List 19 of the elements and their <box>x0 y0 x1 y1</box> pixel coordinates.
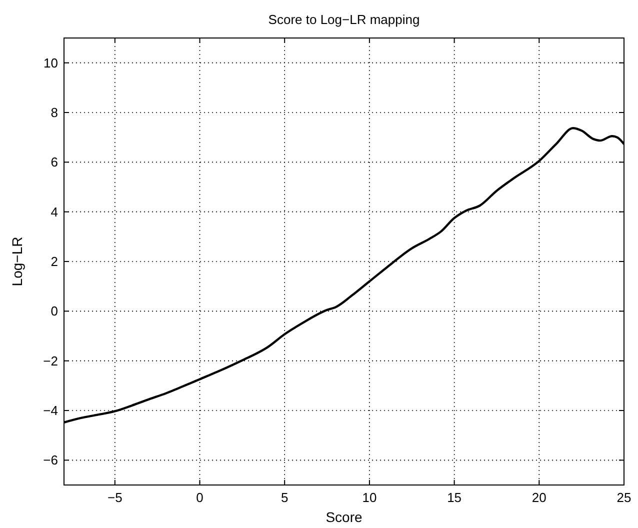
y-tick-label: 2 <box>50 254 58 269</box>
y-tick-label: −6 <box>43 452 58 468</box>
x-tick-label: 20 <box>532 490 546 505</box>
chart-title: Score to Log−LR mapping <box>268 12 420 27</box>
y-tick-label: 4 <box>50 204 58 220</box>
y-tick-label: 8 <box>50 105 58 120</box>
x-tick-label: −5 <box>107 490 122 505</box>
y-tick-label: −4 <box>43 403 58 418</box>
x-tick-label: 5 <box>280 490 288 505</box>
y-axis-title: Log−LR <box>9 236 25 286</box>
y-tick-label: 6 <box>50 154 58 170</box>
x-tick-label: 25 <box>616 490 632 505</box>
y-tick-label: −2 <box>43 353 58 368</box>
x-tick-label: 15 <box>447 490 462 505</box>
x-tick-label: 10 <box>362 490 377 505</box>
y-tick-label: 10 <box>44 55 58 70</box>
x-axis-title: Score <box>326 509 362 525</box>
x-tick-label: 0 <box>196 490 204 505</box>
y-tick-label: 0 <box>50 304 58 319</box>
